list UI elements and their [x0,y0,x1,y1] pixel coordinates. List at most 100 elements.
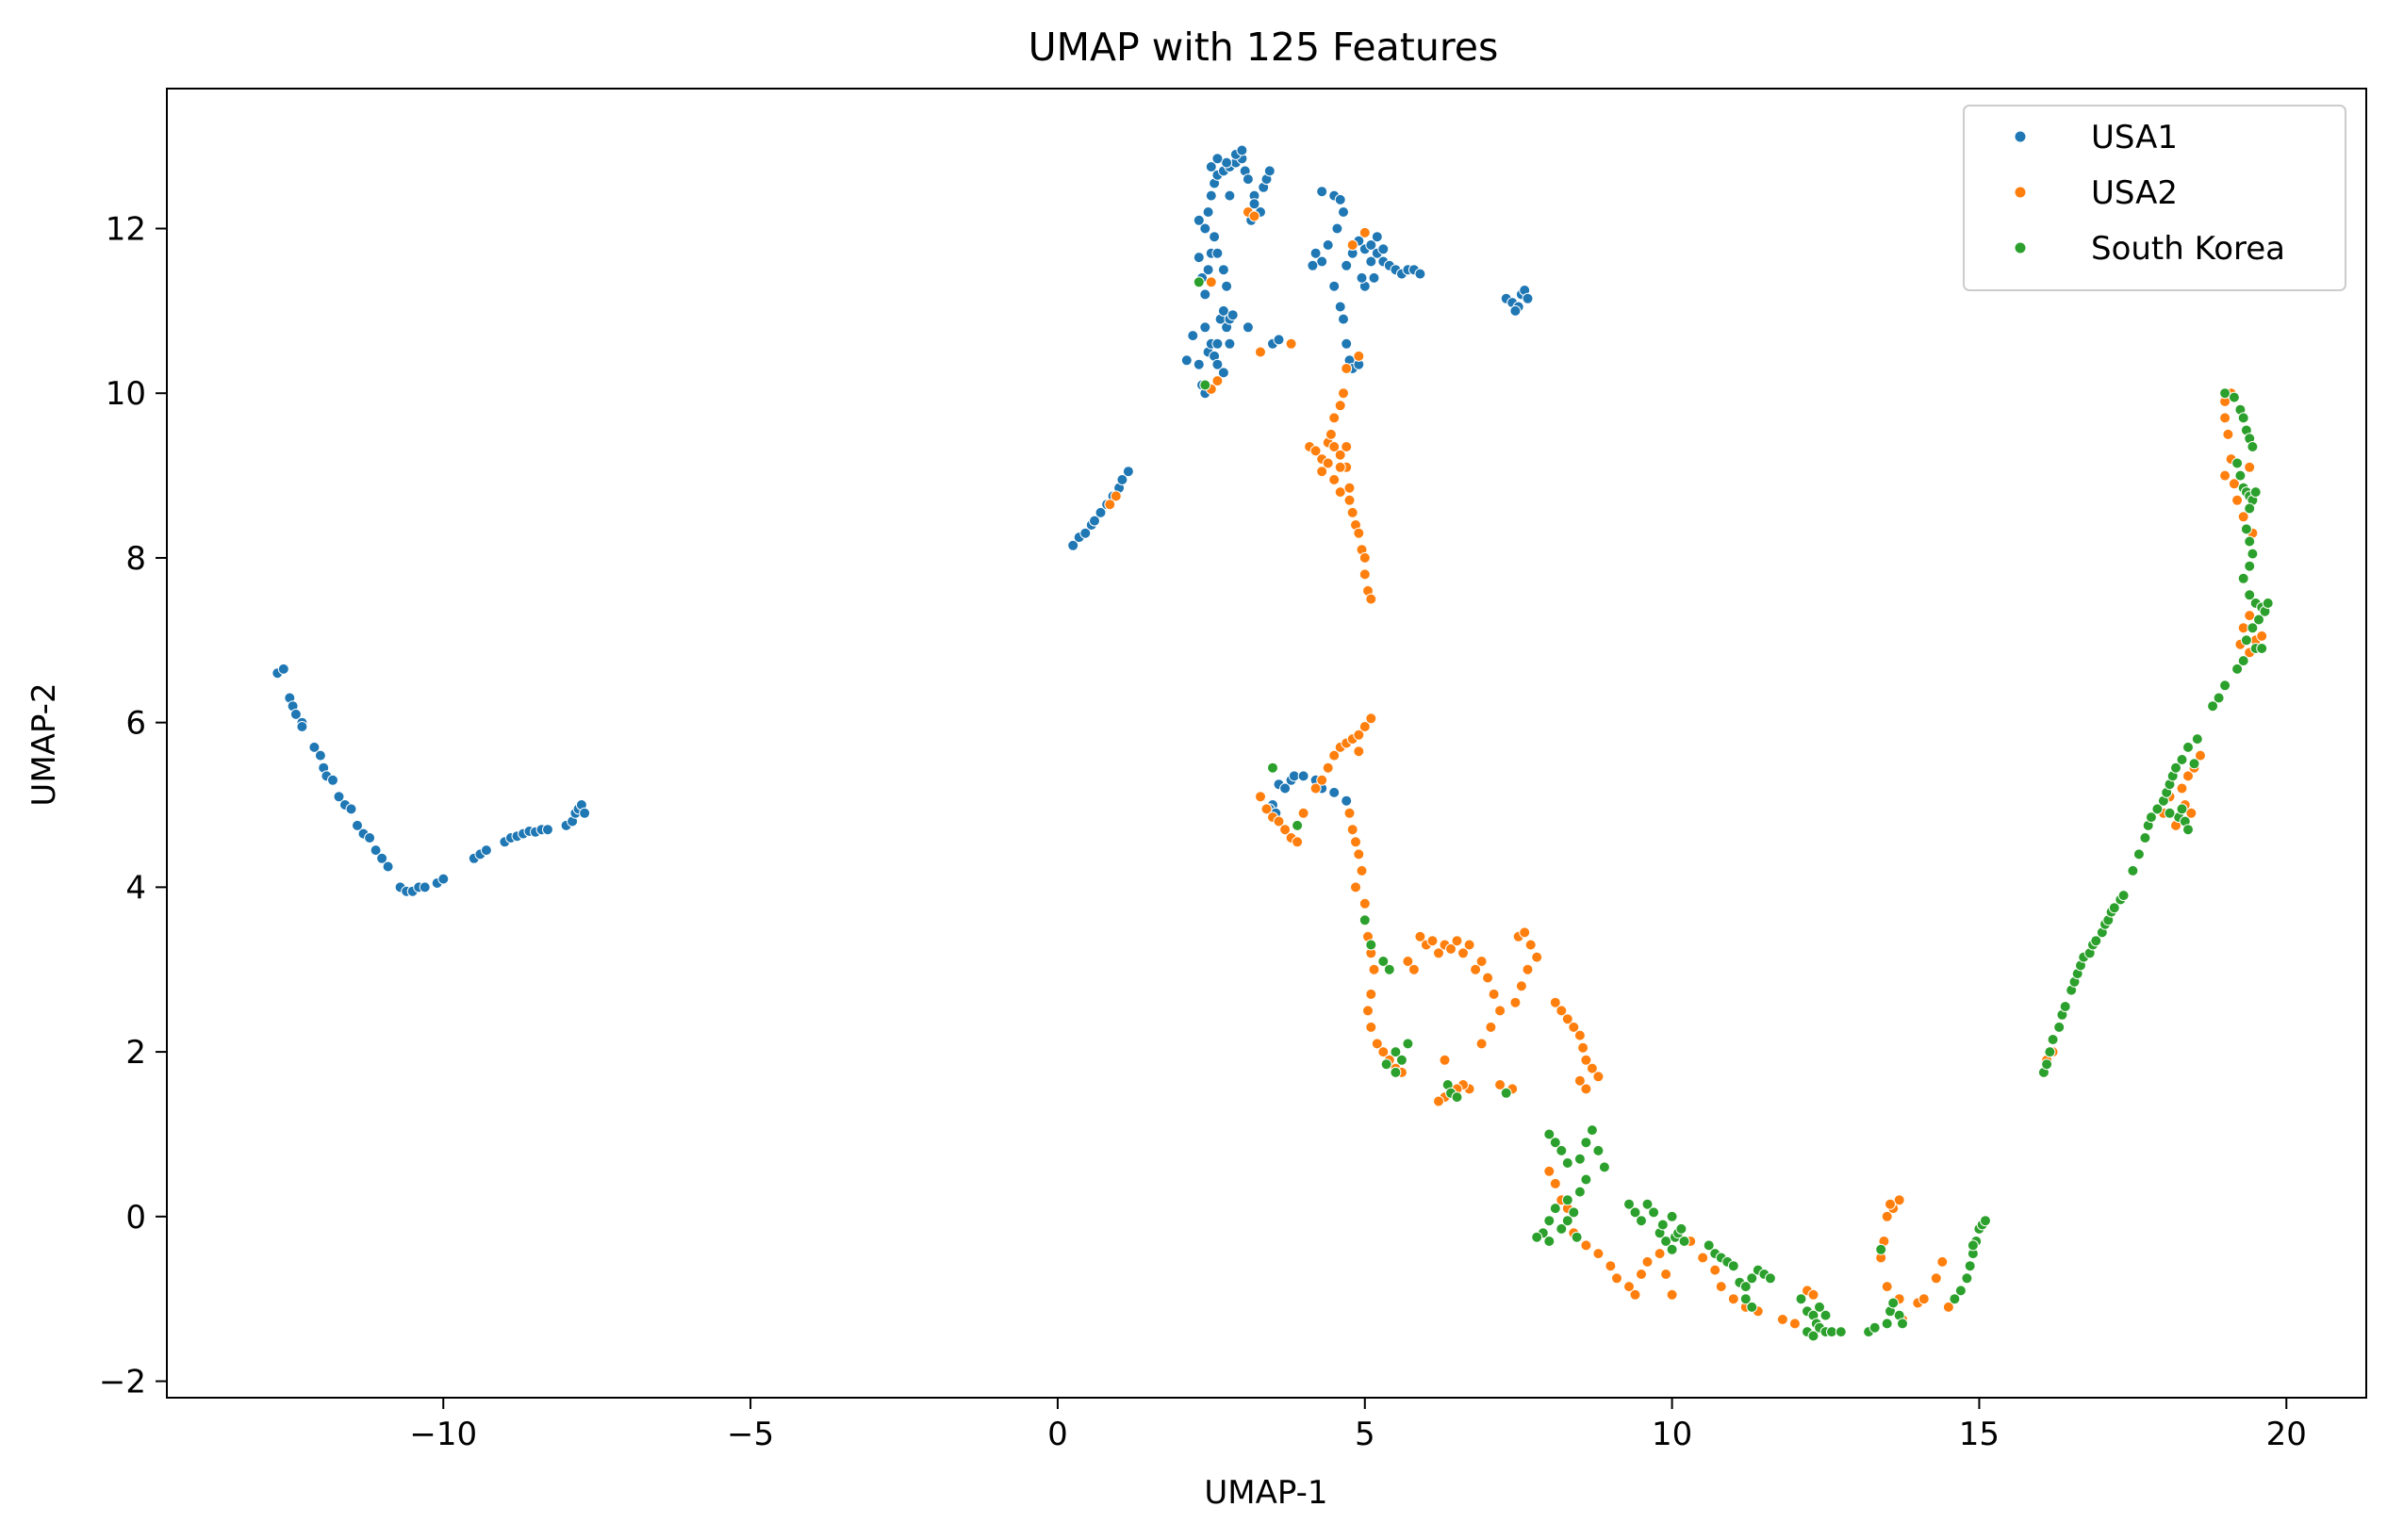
data-point [1260,803,1273,815]
data-point [2249,486,2262,499]
data-point [1350,881,1361,893]
data-point [2228,391,2240,403]
data-point [1623,1281,1635,1293]
data-point [1095,506,1107,518]
data-point [2253,614,2264,626]
data-point [2139,832,2151,844]
data-point [1365,593,1377,605]
data-point [1543,1215,1556,1227]
data-point [437,873,450,885]
data-point [1263,165,1276,177]
data-point [1573,1186,1586,1198]
data-point [1217,304,1229,317]
plot-frame [166,88,2367,1399]
data-point [1475,956,1488,967]
data-point [1187,330,1199,342]
data-point [1543,1128,1556,1140]
data-point [1217,367,1229,379]
data-point [1199,321,1211,334]
x-tick-label: 5 [1355,1416,1375,1453]
data-point [1365,939,1377,951]
data-point [1678,1236,1690,1247]
data-point [1641,1255,1654,1268]
data-point [376,852,388,864]
data-point [1463,939,1475,951]
data-point [1334,301,1346,313]
data-point [1248,198,1260,210]
data-point [1309,247,1322,259]
data-point [2247,441,2259,452]
x-tick-label: 10 [1652,1416,1692,1453]
data-point [1881,1281,1893,1293]
data-point [1660,1236,1672,1247]
data-point [1573,1153,1586,1165]
legend: USA1 USA2 South Korea [1963,105,2346,291]
data-point [1202,264,1214,276]
data-point [1343,494,1356,506]
data-point [1577,1041,1589,1054]
data-point [1451,1091,1463,1104]
data-point [1531,1231,1543,1243]
data-point [1660,1269,1672,1280]
data-point [2240,523,2252,535]
data-point [2219,412,2231,424]
data-point [2207,700,2219,713]
data-point [1255,346,1266,358]
data-point [2132,848,2145,860]
data-point [1675,1222,1687,1235]
points-layer [272,144,2274,1342]
data-point [1358,568,1371,581]
data-point [1316,774,1328,786]
data-point [1328,441,1341,452]
data-point [2240,634,2252,647]
data-point [1221,280,1233,292]
data-point [1727,1260,1739,1272]
data-point [1236,144,1248,156]
data-point [1193,276,1205,288]
y-tick-label: 2 [125,1034,146,1072]
data-point [2182,824,2194,836]
data-point [1309,445,1322,457]
data-point [2117,890,2130,902]
data-point [1402,1038,1414,1050]
data-point [1408,963,1420,975]
data-point [2176,803,2188,815]
data-point [1217,264,1229,276]
data-point [1561,1194,1573,1206]
data-point [1739,1293,1752,1305]
data-point [2090,935,2102,947]
data-point [1368,963,1380,975]
data-point [327,774,338,786]
data-point [1561,1157,1573,1169]
data-point [1346,506,1358,518]
data-point [1885,1198,1896,1210]
data-point [1371,231,1383,243]
data-point [1556,1144,1568,1156]
data-point [1328,474,1341,485]
data-point [1814,1301,1825,1313]
data-point [1580,1173,1592,1186]
data-point [1697,1252,1709,1264]
data-point [1322,239,1334,251]
data-point [1211,375,1224,387]
data-point [1549,996,1561,1008]
data-point [1451,935,1463,947]
data-point [382,860,394,873]
data-point [1433,947,1444,959]
data-point [1390,1066,1402,1078]
data-point [1211,358,1224,370]
data-point [1573,1029,1586,1041]
data-point [1485,1021,1497,1033]
data-point [2222,428,2234,440]
data-point [1807,1330,1819,1342]
legend-marker [2014,186,2027,199]
data-point [2247,622,2259,634]
data-point [1358,226,1371,238]
data-point [1292,819,1304,831]
data-point [1358,551,1371,564]
data-point [1524,939,1537,951]
data-point [1414,268,1426,280]
data-point [1307,259,1319,271]
data-point [1221,156,1233,169]
